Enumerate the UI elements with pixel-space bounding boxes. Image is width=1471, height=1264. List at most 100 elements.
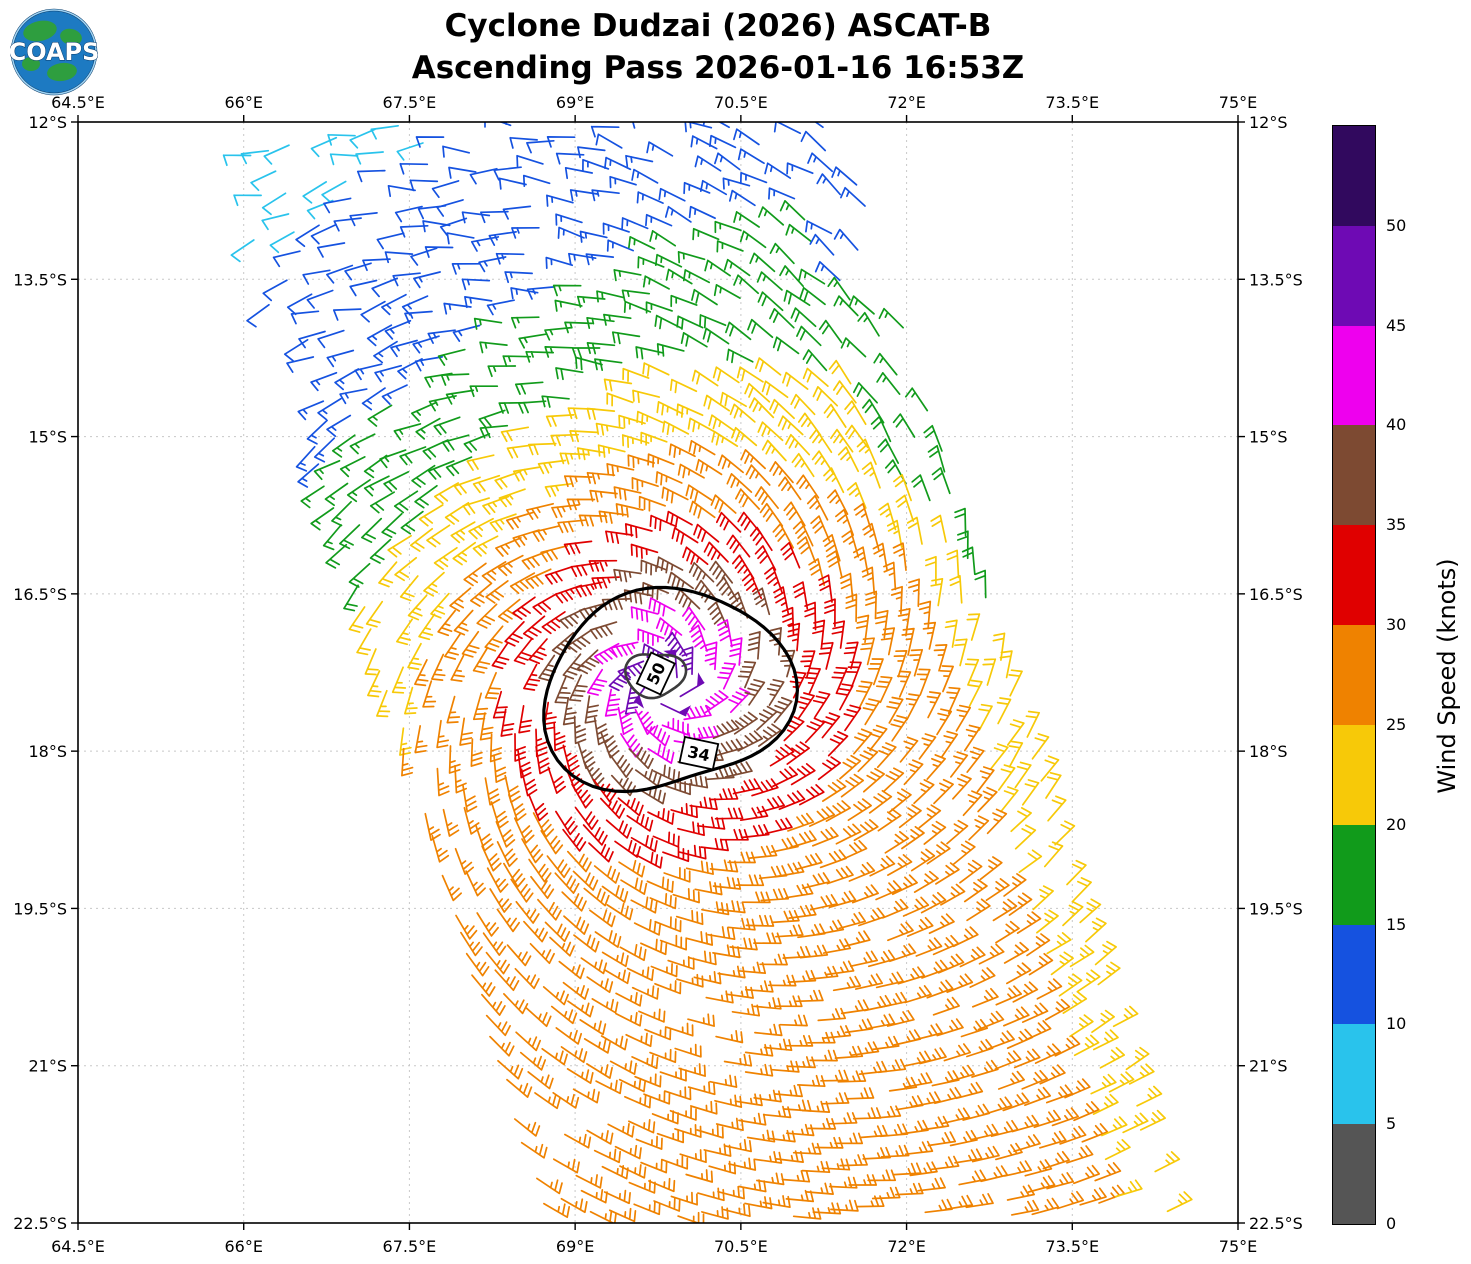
wind-barb <box>503 993 529 1015</box>
wind-barb <box>1122 1112 1149 1134</box>
wind-barb <box>990 1119 1019 1138</box>
wind-barb <box>635 851 663 869</box>
wind-barb <box>399 162 429 175</box>
wind-barb <box>469 385 499 398</box>
wind-barb <box>846 482 867 509</box>
wind-barb <box>931 467 951 495</box>
wind-barb <box>551 504 580 519</box>
lon-tick-label-top: 66°E <box>224 93 262 112</box>
wind-barb <box>820 1069 849 1082</box>
wind-barb <box>302 269 331 285</box>
wind-barb <box>840 773 865 798</box>
wind-barb <box>608 1207 637 1223</box>
wind-barb <box>865 590 878 620</box>
wind-barb <box>716 240 744 253</box>
wind-barb <box>481 561 507 584</box>
wind-barb <box>649 892 677 910</box>
wind-barb <box>783 501 806 527</box>
wind-barb <box>566 850 592 873</box>
wind-barb <box>465 870 486 897</box>
wind-barb <box>609 1060 637 1075</box>
wind-barb <box>376 232 405 250</box>
wind-barb <box>476 603 498 629</box>
wind-barb <box>823 467 845 494</box>
wind-barb <box>367 404 393 427</box>
wind-barb <box>262 279 288 302</box>
wind-barb <box>448 166 477 179</box>
wind-barb <box>857 311 880 337</box>
wind-barb <box>675 909 704 926</box>
colorbar-segment <box>1333 225 1375 326</box>
wind-barb <box>1112 1005 1139 1028</box>
wind-barb <box>758 723 782 747</box>
wind-barb <box>987 1030 1015 1050</box>
wind-barb <box>828 890 857 909</box>
wind-barb <box>331 434 356 458</box>
wind-barb <box>754 357 782 376</box>
wind-barb <box>381 293 407 316</box>
wind-barb <box>844 1018 874 1034</box>
wind-barb <box>828 359 852 385</box>
wind-barb <box>297 463 320 488</box>
wind-barb <box>399 727 412 756</box>
wind-barb <box>664 205 692 223</box>
colorbar-segment <box>1333 1123 1375 1224</box>
wind-barb <box>821 779 847 802</box>
wind-barb <box>496 908 520 933</box>
lat-tick-label-right: 22.5°S <box>1249 1214 1303 1233</box>
wind-barb <box>606 239 635 252</box>
wind-barb <box>607 1123 635 1138</box>
wind-barb <box>600 1035 628 1051</box>
wind-barb <box>690 725 720 741</box>
wind-barb <box>586 1063 613 1079</box>
wind-barb <box>510 316 540 329</box>
wind-barb <box>910 848 936 872</box>
wind-barb <box>737 661 757 689</box>
wind-barb <box>615 1012 643 1027</box>
wind-barb <box>878 307 904 329</box>
wind-barb <box>644 724 671 747</box>
wind-barb <box>465 952 490 977</box>
wind-barb <box>690 135 718 150</box>
wind-barb <box>919 1047 947 1065</box>
wind-barb <box>1079 898 1102 924</box>
wind-barb <box>764 162 792 179</box>
wind-barb <box>881 898 909 919</box>
wind-barb <box>586 668 608 696</box>
wind-barb <box>562 744 580 773</box>
wind-barb <box>913 870 939 893</box>
wind-barb <box>997 1070 1025 1090</box>
wind-barb <box>554 299 583 312</box>
wind-barb <box>847 798 872 822</box>
wind-barb <box>525 1007 552 1028</box>
wind-barb <box>387 534 412 558</box>
wind-barb <box>1033 1109 1062 1129</box>
lon-tick-label-top: 70.5°E <box>714 93 768 112</box>
wind-barb <box>567 1000 594 1018</box>
wind-barb <box>707 926 736 941</box>
wind-barb <box>663 1086 692 1101</box>
wind-barb <box>650 963 678 978</box>
wind-barb <box>514 381 544 395</box>
wind-barb <box>926 841 951 865</box>
wind-barb <box>734 1093 763 1107</box>
wind-barb <box>709 560 734 584</box>
wind-barb <box>935 862 960 885</box>
lon-tick-label-bottom: 66°E <box>224 1237 262 1256</box>
wind-barb <box>622 367 650 382</box>
wind-barb <box>717 1185 745 1200</box>
title-line-1: Cyclone Dudzai (2026) ASCAT-B <box>444 8 992 44</box>
wind-barb <box>649 1048 677 1064</box>
wind-barb <box>918 804 942 829</box>
wind-barb <box>701 1206 729 1220</box>
wind-barb <box>391 666 407 694</box>
wind-barb <box>378 561 398 588</box>
wind-barb <box>848 861 876 882</box>
coaps-logo-text: COAPS <box>10 38 98 66</box>
lon-tick-label-bottom: 72°E <box>887 1237 925 1256</box>
wind-barb <box>454 847 475 875</box>
wind-barbs-layer <box>222 122 1193 1223</box>
wind-barb <box>1010 807 1032 833</box>
lat-tick-label-right: 15°S <box>1249 428 1288 447</box>
wind-barb <box>324 482 349 507</box>
